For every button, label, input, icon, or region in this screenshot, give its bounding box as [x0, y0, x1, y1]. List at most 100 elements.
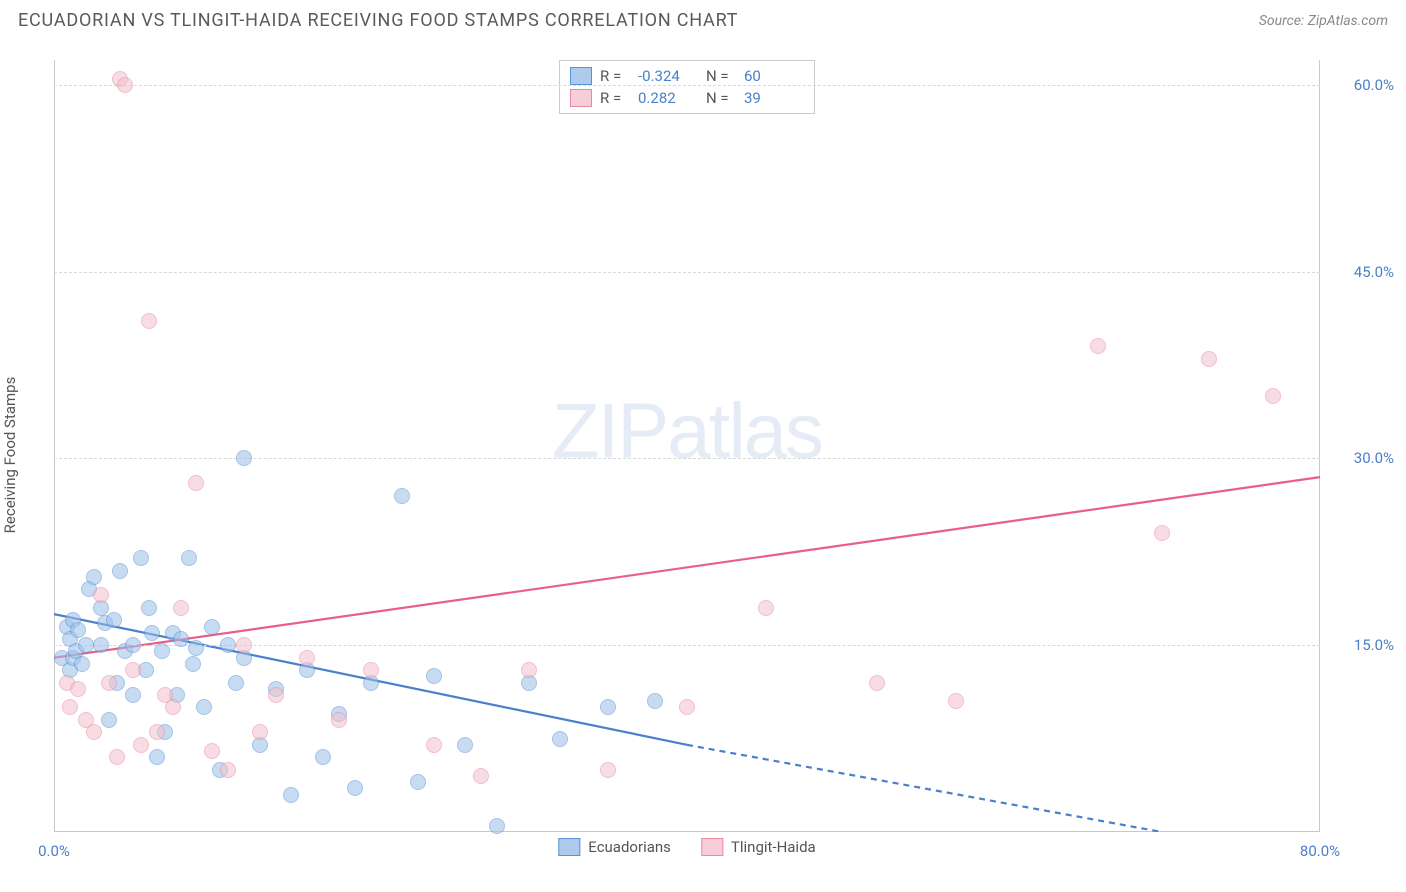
data-point	[154, 643, 170, 659]
legend-r-label: R =	[600, 67, 630, 85]
data-point	[315, 749, 331, 765]
data-point	[93, 587, 109, 603]
data-point	[283, 787, 299, 803]
y-tick-label: 45.0%	[1354, 263, 1394, 281]
data-point	[125, 637, 141, 653]
data-point	[93, 637, 109, 653]
x-tick-label: 0.0%	[38, 842, 70, 860]
data-point	[149, 749, 165, 765]
data-point	[78, 637, 94, 653]
legend-swatch	[570, 67, 592, 85]
grid-line	[54, 272, 1320, 273]
data-point	[948, 693, 964, 709]
data-point	[86, 569, 102, 585]
data-point	[144, 625, 160, 641]
y-tick-label: 30.0%	[1354, 449, 1394, 467]
data-point	[869, 675, 885, 691]
data-point	[101, 712, 117, 728]
source-label: Source: ZipAtlas.com	[1259, 13, 1388, 29]
legend-swatch	[701, 838, 723, 856]
data-point	[173, 600, 189, 616]
legend-item: Tlingit-Haida	[701, 838, 816, 856]
legend-row: R = -0.324 N = 60	[570, 65, 804, 87]
data-point	[133, 737, 149, 753]
correlation-legend: R = -0.324 N = 60 R = 0.282 N = 39	[559, 60, 815, 114]
data-point	[489, 818, 505, 834]
data-point	[473, 768, 489, 784]
legend-row: R = 0.282 N = 39	[570, 87, 804, 109]
data-point	[188, 640, 204, 656]
data-point	[600, 699, 616, 715]
data-point	[62, 699, 78, 715]
data-point	[426, 737, 442, 753]
data-point	[196, 699, 212, 715]
data-point	[101, 675, 117, 691]
data-point	[70, 681, 86, 697]
data-point	[410, 774, 426, 790]
data-point	[149, 724, 165, 740]
data-point	[299, 650, 315, 666]
data-point	[1090, 338, 1106, 354]
watermark: ZIPatlas	[552, 385, 822, 476]
data-point	[394, 488, 410, 504]
data-point	[268, 687, 284, 703]
data-point	[679, 699, 695, 715]
data-point	[1265, 388, 1281, 404]
data-point	[133, 550, 149, 566]
scatter-chart: ZIPatlas R =-0.324N =60R =0.282N =39 Ecu…	[54, 60, 1320, 832]
data-point	[106, 612, 122, 628]
y-axis-label: Receiving Food Stamps	[1, 377, 19, 534]
y-tick-label: 15.0%	[1354, 636, 1394, 654]
data-point	[236, 637, 252, 653]
data-point	[165, 699, 181, 715]
data-point	[173, 631, 189, 647]
data-point	[457, 737, 473, 753]
data-point	[141, 313, 157, 329]
x-tick-label: 80.0%	[1300, 842, 1340, 860]
data-point	[141, 600, 157, 616]
data-point	[220, 637, 236, 653]
trend-lines	[54, 60, 1320, 832]
data-point	[1154, 525, 1170, 541]
legend-swatch	[570, 89, 592, 107]
data-point	[521, 662, 537, 678]
legend-item: Ecuadorians	[558, 838, 671, 856]
legend-label: Ecuadorians	[588, 838, 671, 856]
data-point	[347, 780, 363, 796]
data-point	[252, 724, 268, 740]
data-point	[112, 563, 128, 579]
data-point	[125, 687, 141, 703]
data-point	[86, 724, 102, 740]
data-point	[647, 693, 663, 709]
data-point	[331, 712, 347, 728]
data-point	[228, 675, 244, 691]
legend-swatch	[558, 838, 580, 856]
legend-n-value: 60	[744, 67, 804, 85]
data-point	[117, 77, 133, 93]
data-point	[204, 619, 220, 635]
legend-n-label: N =	[706, 89, 736, 107]
legend-n-label: N =	[706, 67, 736, 85]
y-tick-label: 60.0%	[1354, 76, 1394, 94]
legend-label: Tlingit-Haida	[731, 838, 816, 856]
data-point	[109, 749, 125, 765]
chart-title: ECUADORIAN VS TLINGIT-HAIDA RECEIVING FO…	[18, 10, 738, 31]
legend-r-label: R =	[600, 89, 630, 107]
data-point	[204, 743, 220, 759]
series-legend: Ecuadorians Tlingit-Haida	[558, 838, 815, 856]
legend-r-value: 0.282	[638, 89, 698, 107]
data-point	[758, 600, 774, 616]
data-point	[1201, 351, 1217, 367]
data-point	[552, 731, 568, 747]
legend-r-value: -0.324	[638, 67, 698, 85]
data-point	[185, 656, 201, 672]
legend-n-value: 39	[744, 89, 804, 107]
data-point	[426, 668, 442, 684]
axis-left	[54, 60, 55, 832]
data-point	[188, 475, 204, 491]
data-point	[70, 622, 86, 638]
data-point	[220, 762, 236, 778]
axis-right	[1319, 60, 1320, 832]
axis-bottom	[54, 831, 1320, 832]
data-point	[181, 550, 197, 566]
